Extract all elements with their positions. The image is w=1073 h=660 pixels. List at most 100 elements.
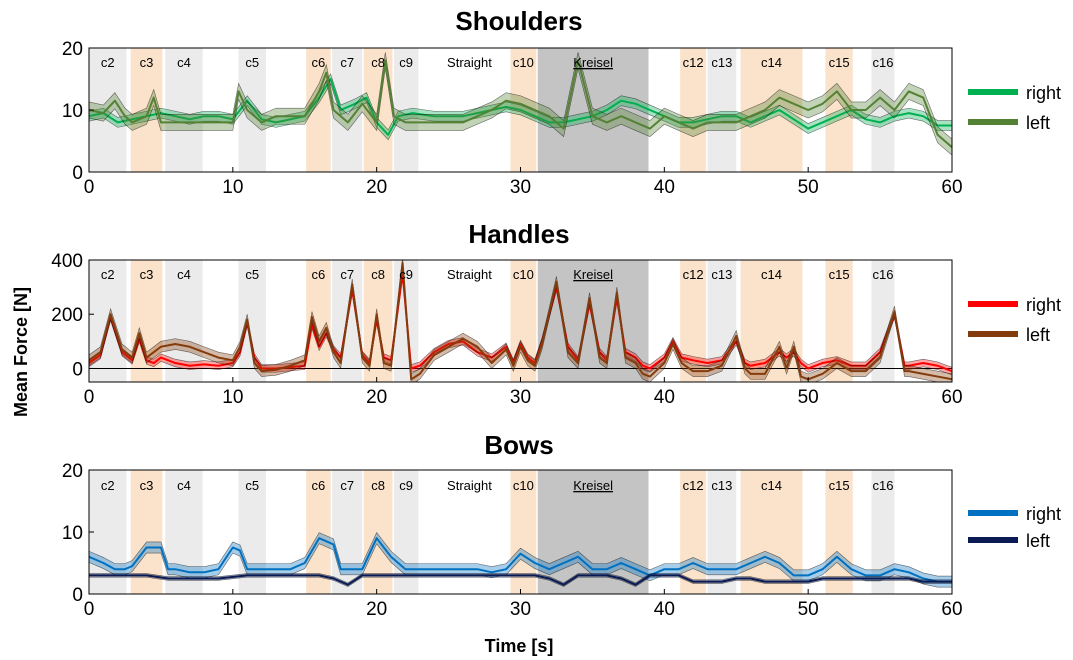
bows-xtick-label-30: 30 (510, 599, 531, 620)
bows-region-label-c10: c10 (513, 478, 534, 493)
bows-region-label-c2: c2 (101, 478, 115, 493)
shoulders-region-c14 (740, 48, 803, 172)
shoulders-region-c4 (165, 48, 203, 172)
bows-region-label-c7: c7 (340, 478, 354, 493)
shoulders-region-label-c8: c8 (371, 55, 385, 70)
handles-xtick-label-0: 0 (84, 387, 95, 408)
shoulders-ytick-label-20: 20 (62, 39, 83, 60)
shoulders-region-label-c16: c16 (872, 55, 893, 70)
bows-region-c7 (332, 470, 363, 594)
handles-region-label-kreisel: Kreisel (573, 267, 613, 282)
shoulders-xtick-label-40: 40 (654, 177, 675, 198)
bows-title: Bows (484, 430, 553, 460)
handles-xtick-label-50: 50 (798, 387, 819, 408)
bows-xtick-label-10: 10 (222, 599, 243, 620)
shoulders-yticks: 0 10 20 (62, 39, 94, 184)
bows-ytick-label-20: 20 (62, 461, 83, 482)
handles-ytick-label-200: 200 (51, 305, 83, 326)
handles-region-label-c2: c2 (101, 267, 115, 282)
handles-region-label-straight: Straight (447, 267, 492, 282)
bows-region-label-straight: Straight (447, 478, 492, 493)
shoulders-region-label-kreisel: Kreisel (573, 55, 613, 70)
handles-region-label-c15: c15 (829, 267, 850, 282)
handles-region-label-c6: c6 (312, 267, 326, 282)
handles-region-label-c3: c3 (140, 267, 154, 282)
shoulders-xtick-label-10: 10 (222, 177, 243, 198)
handles-region-label-c4: c4 (177, 267, 191, 282)
bows-region-label-c13: c13 (711, 478, 732, 493)
bows-region-label-c6: c6 (312, 478, 326, 493)
handles-region-label-c13: c13 (711, 267, 732, 282)
bows-region-label-c4: c4 (177, 478, 191, 493)
handles-region-label-c8: c8 (371, 267, 385, 282)
shoulders-xtick-label-30: 30 (510, 177, 531, 198)
bows-region-c12 (680, 470, 707, 594)
bows-xtick-label-50: 50 (798, 599, 819, 620)
bows-region-c13 (707, 470, 737, 594)
handles-xtick-label-20: 20 (366, 387, 387, 408)
handles-legend-right-label: right (1026, 295, 1061, 315)
bows-band-right (89, 532, 952, 588)
handles-legend-left-label: left (1026, 325, 1050, 345)
bows-panel: Bows c2 c3 c4 c5 c6 c7 c8 c9 Straight c10 Kreisel c… (62, 430, 1061, 656)
shoulders-region-label-c6: c6 (312, 55, 326, 70)
shoulders-region-c12 (680, 48, 707, 172)
shoulders-region-c5 (238, 48, 266, 172)
shoulders-line-right (89, 78, 952, 136)
bows-region-label-c9: c9 (399, 478, 413, 493)
shoulders-region-label-c7: c7 (340, 55, 354, 70)
bows-legend: right left (968, 504, 1061, 551)
bows-xtick-label-0: 0 (84, 599, 95, 620)
bows-region-label-c14: c14 (761, 478, 782, 493)
handles-xtick-label-60: 60 (941, 387, 962, 408)
bows-region-c16 (871, 470, 895, 594)
shoulders-xtick-label-60: 60 (941, 177, 962, 198)
bows-xtick-label-60: 60 (941, 599, 962, 620)
handles-ytick-label-400: 400 (51, 251, 83, 272)
shoulders-band-right (89, 73, 952, 141)
shoulders-ytick-label-10: 10 (62, 101, 83, 122)
handles-panel: Handles c2 c3 c4 c5 c6 c7 c8 c9 Straight c10 Kreis… (11, 219, 1061, 417)
handles-region-label-c5: c5 (245, 267, 259, 282)
shoulders-xtick-label-20: 20 (366, 177, 387, 198)
shoulders-title: Shoulders (455, 6, 582, 36)
handles-legend: right left (968, 295, 1061, 345)
bows-line-right (89, 537, 952, 583)
shoulders-ytick-label-0: 0 (72, 163, 83, 184)
shoulders-xticks: 0 10 20 30 40 50 60 (84, 167, 963, 198)
handles-region-label-c12: c12 (683, 267, 704, 282)
handles-yticks: 0 200 400 (51, 251, 94, 380)
shoulders-region-c16 (871, 48, 895, 172)
shoulders-xtick-label-50: 50 (798, 177, 819, 198)
handles-xtick-label-30: 30 (510, 387, 531, 408)
shoulders-region-kreisel (537, 48, 649, 172)
shoulders-region-label-c2: c2 (101, 55, 115, 70)
handles-region-label-c14: c14 (761, 267, 782, 282)
handles-xticks: 0 10 20 30 40 50 60 (84, 377, 963, 408)
shoulders-xtick-label-0: 0 (84, 177, 95, 198)
handles-ytick-label-0: 0 (72, 359, 83, 380)
shoulders-region-label-c5: c5 (245, 55, 259, 70)
handles-series (89, 260, 952, 382)
x-axis-label: Time [s] (485, 636, 554, 656)
bows-region-label-c3: c3 (140, 478, 154, 493)
shoulders-region-label-c14: c14 (761, 55, 782, 70)
shoulders-line-left (89, 59, 952, 148)
handles-region-label-c9: c9 (399, 267, 413, 282)
bows-ytick-label-0: 0 (72, 585, 83, 606)
shoulders-region-labels: c2 c3 c4 c5 c6 c7 c8 c9 Straight c10 Kreisel c12 c13… (101, 55, 894, 70)
handles-xtick-label-40: 40 (654, 387, 675, 408)
bows-region-labels: c2 c3 c4 c5 c6 c7 c8 c9 Straight c10 Kreisel c12 c13… (101, 478, 894, 493)
bows-xtick-label-40: 40 (654, 599, 675, 620)
handles-title: Handles (468, 219, 569, 249)
shoulders-legend-right-label: right (1026, 83, 1061, 103)
shoulders-panel: Shoulders c2 c3 c4 c5 c6 c7 c8 c9 Straight c10 Kre… (62, 6, 1061, 198)
shoulders-region-label-straight: Straight (447, 55, 492, 70)
bows-legend-right-label: right (1026, 504, 1061, 524)
bows-xtick-label-20: 20 (366, 599, 387, 620)
bows-series (89, 532, 952, 588)
shoulders-region-label-c10: c10 (513, 55, 534, 70)
bows-region-label-c12: c12 (683, 478, 704, 493)
handles-region-label-c7: c7 (340, 267, 354, 282)
shoulders-region-label-c15: c15 (829, 55, 850, 70)
